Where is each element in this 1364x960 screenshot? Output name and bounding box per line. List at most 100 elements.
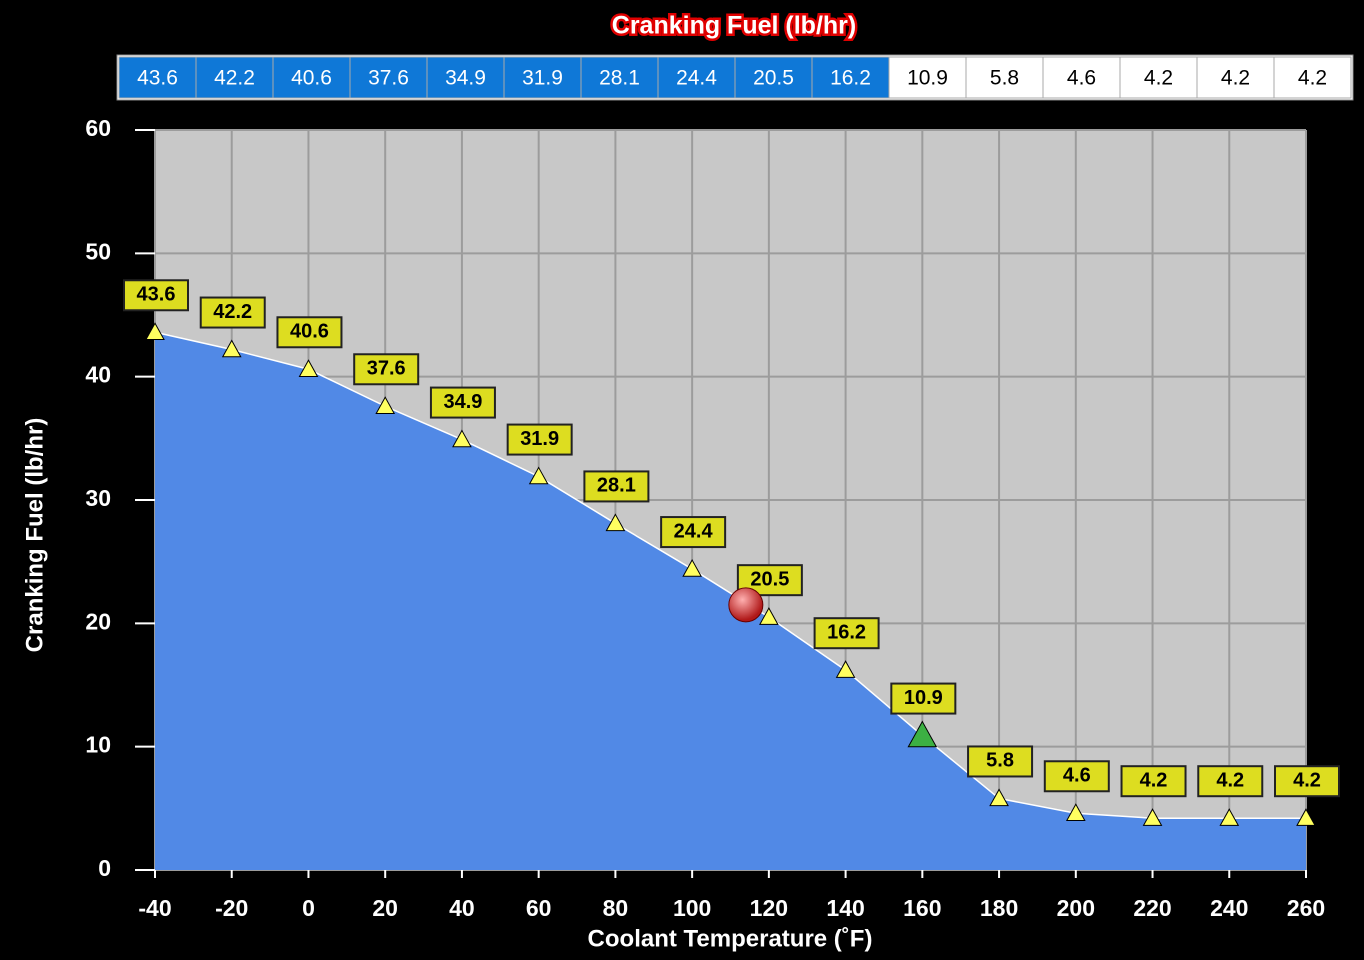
table-value: 40.6 [291, 67, 332, 90]
table-value: 28.1 [599, 67, 640, 90]
table-cell [426, 56, 505, 99]
table-value: 31.9 [522, 67, 563, 90]
x-tick-label: 240 [1210, 895, 1248, 921]
label-box [660, 516, 727, 549]
data-label: 4.2 [1140, 769, 1168, 791]
x-tick-label: 20 [372, 895, 398, 921]
table-cell [1273, 56, 1352, 99]
data-label: 28.1 [597, 475, 636, 497]
data-label: 4.6 [1063, 765, 1091, 787]
x-tick-label: 160 [903, 895, 941, 921]
y-axis-label: Cranking Fuel (lb/hr) [21, 418, 48, 653]
x-tick-label: 100 [673, 895, 711, 921]
data-label: 20.5 [750, 568, 789, 590]
table-value: 4.6 [1067, 67, 1096, 90]
line [154, 331, 1306, 819]
table-value: 43.6 [137, 67, 178, 90]
data-label: 16.2 [827, 621, 866, 643]
x-tick-label: 200 [1057, 895, 1095, 921]
table-value: 24.4 [676, 67, 717, 90]
label-box [276, 316, 343, 349]
label-box [1043, 760, 1110, 793]
x-tick-label: 40 [449, 895, 475, 921]
data-label: 4.2 [1293, 769, 1321, 791]
data-point [682, 559, 702, 577]
cursor [728, 587, 764, 623]
data-label: 34.9 [443, 391, 482, 413]
x-tick-label: -20 [215, 895, 248, 921]
data-point [145, 322, 165, 340]
y-tick-label: 30 [85, 485, 111, 511]
y-tick-label: 50 [85, 238, 111, 264]
data-label: 4.2 [1216, 769, 1244, 791]
table-cell [965, 56, 1044, 99]
data-point [759, 607, 779, 625]
data-point [907, 720, 938, 748]
label-box [123, 279, 189, 312]
data-point [835, 660, 856, 678]
table-value: 20.5 [753, 67, 794, 90]
data-label: 37.6 [367, 358, 406, 380]
label-box [583, 470, 650, 503]
x-axis-label: Coolant Temperature (˚F) [588, 925, 873, 952]
data-label: 42.2 [213, 301, 252, 323]
data-point [221, 339, 242, 358]
data-label: 43.6 [137, 284, 176, 306]
table-value: 34.9 [445, 67, 486, 90]
data-point [1065, 803, 1086, 821]
label-box [890, 682, 957, 715]
table-value: 37.6 [368, 67, 409, 90]
label-box [429, 386, 496, 419]
table-cell [1042, 56, 1121, 99]
table-cell [195, 56, 274, 99]
data-point [605, 513, 626, 532]
data-label: 40.6 [290, 321, 329, 343]
chart-title: Cranking Fuel (lb/hr) [612, 12, 856, 40]
y-tick-label: 60 [85, 115, 111, 141]
data-point [1219, 808, 1240, 826]
data-point [452, 429, 472, 448]
x-tick-label: 260 [1287, 895, 1325, 921]
table-cell [503, 56, 582, 99]
x-tick-label: 140 [826, 895, 864, 921]
y-tick-label: 10 [85, 732, 111, 758]
data-label: 5.8 [986, 750, 1014, 772]
x-tick-label: 0 [302, 895, 315, 921]
data-point [989, 788, 1009, 807]
y-tick-label: 40 [85, 362, 111, 388]
label-box [813, 617, 880, 650]
table-cell [349, 56, 428, 99]
x-tick-label: 220 [1133, 895, 1171, 921]
table-cell [888, 56, 967, 99]
table-value: 42.2 [214, 67, 255, 90]
data-point [1296, 808, 1316, 826]
label-box [1274, 765, 1340, 798]
label-box [353, 353, 420, 386]
data-label: 10.9 [904, 687, 943, 709]
table-value: 10.9 [907, 67, 948, 90]
table-value: 4.2 [1221, 67, 1250, 90]
x-tick-label: -40 [138, 895, 171, 921]
x-tick-label: 60 [526, 895, 552, 921]
label-box [199, 296, 266, 329]
data-point [528, 466, 549, 485]
table-value: 4.2 [1298, 67, 1327, 90]
table-value: 16.2 [830, 67, 871, 90]
table-value: 4.2 [1144, 67, 1173, 90]
x-tick-label: 120 [750, 895, 788, 921]
x-tick-label: 80 [603, 895, 629, 921]
table-cell [1196, 56, 1275, 99]
table-cell [118, 56, 197, 99]
label-box [506, 423, 573, 456]
table-cell [580, 56, 659, 99]
data-point [1142, 808, 1163, 826]
y-tick-label: 20 [85, 608, 111, 634]
label-box [967, 745, 1034, 778]
table-value: 5.8 [990, 67, 1019, 90]
table-cell [734, 56, 813, 99]
x-tick-label: 180 [980, 895, 1018, 921]
label-box [1120, 765, 1187, 798]
data-point [375, 396, 396, 414]
